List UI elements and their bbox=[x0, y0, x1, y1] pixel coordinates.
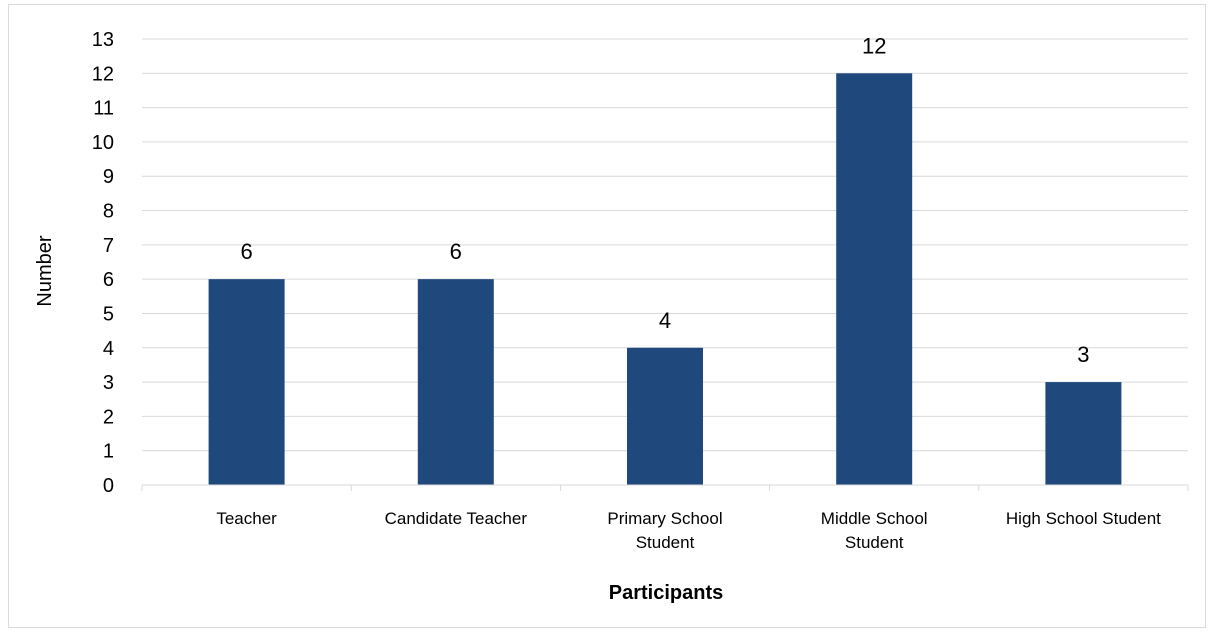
bar bbox=[417, 279, 494, 485]
bar bbox=[627, 347, 703, 485]
bars bbox=[208, 73, 1122, 486]
y-tick-label: 4 bbox=[103, 338, 114, 360]
x-tick-label: Primary School Student bbox=[607, 509, 722, 552]
x-axis bbox=[141, 484, 1189, 491]
y-tick-label: 5 bbox=[103, 303, 114, 325]
bar bbox=[1045, 382, 1122, 485]
x-tick-label: High School Student bbox=[1006, 509, 1161, 528]
data-label: 6 bbox=[240, 239, 252, 264]
y-tick-label: 3 bbox=[103, 372, 114, 394]
y-tick-label: 7 bbox=[103, 235, 114, 257]
data-label: 4 bbox=[659, 308, 671, 333]
y-tick-label: 11 bbox=[93, 98, 114, 120]
x-tick-label: Candidate Teacher bbox=[385, 509, 528, 528]
x-tick-label: Teacher bbox=[216, 509, 277, 528]
y-tick-label: 12 bbox=[92, 63, 114, 85]
y-tick-label: 13 bbox=[92, 29, 114, 51]
bar bbox=[836, 73, 913, 486]
y-tick-label: 8 bbox=[103, 201, 114, 223]
y-tick-label: 1 bbox=[103, 441, 114, 463]
y-tick-label: 2 bbox=[103, 406, 114, 428]
data-label: 6 bbox=[450, 239, 462, 264]
x-axis-title: Participants bbox=[609, 582, 723, 604]
y-tick-label: 10 bbox=[92, 132, 114, 154]
x-tick-label: Middle School Student bbox=[821, 509, 928, 552]
y-axis-title: Number bbox=[34, 235, 56, 306]
y-tick-label: 6 bbox=[103, 269, 114, 291]
y-tick-label: 0 bbox=[103, 475, 114, 497]
y-tick-label: 9 bbox=[103, 166, 114, 188]
bar bbox=[208, 279, 285, 485]
data-label: 12 bbox=[862, 33, 886, 58]
data-labels: 6 6 4 12 3 bbox=[240, 33, 1089, 367]
gridlines bbox=[142, 38, 1188, 452]
x-tick-labels: Teacher Candidate Teacher Primary School St… bbox=[216, 509, 1161, 552]
data-label: 3 bbox=[1077, 342, 1089, 367]
